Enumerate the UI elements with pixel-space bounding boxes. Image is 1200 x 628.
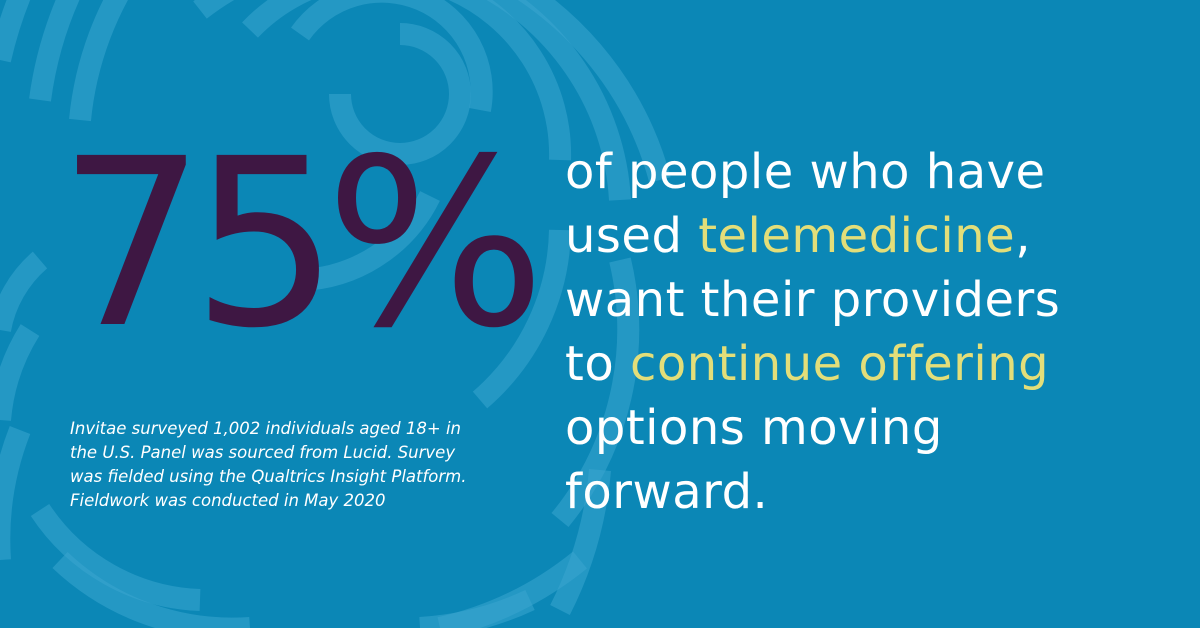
footnote-line-2: the U.S. Panel was sourced from Lucid. S… [70, 443, 456, 462]
highlight-telemedicine: telemedicine [698, 208, 1016, 264]
footnote-line-1: Invitae surveyed 1,002 individuals aged … [70, 419, 461, 438]
headline-line-3: want their providers [565, 272, 1061, 328]
headline: of people who have used telemedicine, wa… [565, 140, 1185, 524]
headline-line-2-suffix: , [1015, 208, 1031, 264]
headline-line-1: of people who have [565, 144, 1046, 200]
statistic-value: 75% [58, 109, 546, 379]
headline-line-2: used telemedicine, [565, 204, 1185, 268]
headline-line-6: forward. [565, 464, 769, 520]
footnote-line-3: was fielded using the Qualtrics Insight … [70, 467, 467, 486]
footnote-line-4: Fieldwork was conducted in May 2020 [70, 491, 386, 510]
headline-line-5: options moving [565, 400, 943, 456]
survey-footnote: Invitae surveyed 1,002 individuals aged … [70, 417, 550, 513]
headline-line-2-prefix: used [565, 208, 699, 264]
headline-line-4-prefix: to [565, 336, 630, 392]
headline-line-4: to continue offering [565, 332, 1185, 396]
highlight-continue-offering: continue offering [629, 336, 1050, 392]
